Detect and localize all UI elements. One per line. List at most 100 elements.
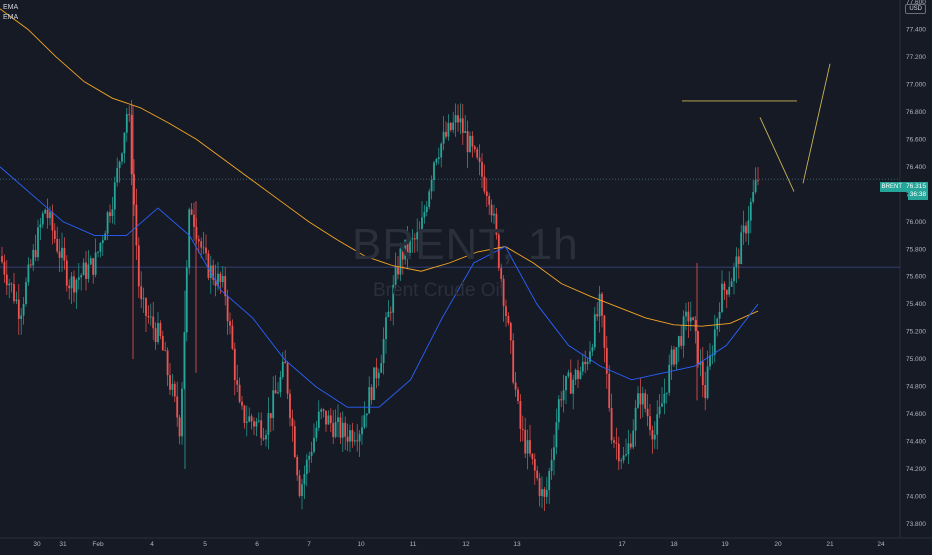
currency-button[interactable]: USD: [905, 4, 926, 14]
candle-body: [577, 370, 579, 379]
candle-body: [550, 460, 553, 471]
candle-body: [34, 249, 37, 258]
candle-body: [418, 231, 421, 233]
candle-body: [339, 417, 342, 438]
candle-body: [185, 267, 188, 333]
candle-body: [188, 209, 191, 268]
candle-body: [423, 212, 426, 218]
candle-body: [241, 401, 243, 406]
candle-body: [500, 268, 503, 279]
candle-body: [308, 455, 311, 460]
candle-body: [353, 440, 356, 442]
candle-body: [41, 213, 44, 225]
candle-body: [581, 361, 584, 372]
candle-body: [502, 278, 505, 307]
candle-body: [224, 276, 227, 297]
y-tick-label: 77.200: [906, 54, 926, 61]
candle-body: [77, 277, 80, 280]
candle-body: [615, 442, 618, 444]
y-tick-label: 74.800: [906, 384, 926, 391]
candle-body: [603, 315, 606, 348]
candle-body: [68, 285, 71, 289]
candle-body: [233, 348, 236, 381]
candle-body: [183, 332, 186, 389]
candle-body: [697, 331, 699, 365]
y-tick-label: 74.000: [906, 494, 926, 501]
candle-body: [589, 351, 591, 362]
candle-body: [392, 284, 395, 313]
candle-body: [466, 131, 469, 153]
candle-body: [433, 162, 435, 181]
candle-body: [493, 213, 495, 216]
candle-body: [579, 371, 582, 379]
candle-body: [229, 321, 231, 326]
candle-body: [61, 247, 63, 258]
candle-body: [92, 258, 95, 275]
x-tick-label: 30: [33, 541, 41, 548]
candle-body: [572, 379, 575, 394]
candle-body: [337, 417, 339, 422]
ema-indicator-label[interactable]: EMA: [3, 4, 19, 11]
candle-body: [514, 382, 517, 390]
y-tick-label: 75.200: [906, 329, 926, 336]
candle-body: [651, 429, 654, 440]
candle-body: [137, 245, 140, 287]
candle-body: [507, 315, 510, 323]
candle-body: [293, 426, 296, 457]
candle-body: [416, 232, 419, 240]
candle-body: [85, 262, 87, 279]
candle-body: [689, 317, 692, 322]
candle-body: [625, 454, 627, 456]
candle-body: [243, 405, 246, 423]
candle-body: [591, 347, 594, 352]
candle-body: [459, 118, 462, 123]
candle-body: [164, 350, 167, 352]
candle-body: [238, 384, 241, 402]
candle-body: [637, 393, 639, 408]
candle-body: [548, 470, 551, 491]
candle-body: [149, 316, 152, 318]
candle-body: [663, 393, 666, 404]
candle-body: [94, 252, 97, 275]
candle-body: [315, 427, 318, 438]
candle-body: [387, 311, 390, 318]
candle-body: [349, 430, 351, 442]
candle-body: [145, 298, 147, 316]
candle-body: [586, 361, 589, 365]
candle-body: [154, 328, 157, 343]
candle-body: [109, 212, 111, 217]
candle-body: [658, 406, 661, 415]
candle-body: [569, 372, 572, 394]
candle-body: [406, 239, 409, 253]
candle-body: [389, 311, 392, 313]
candle-body: [200, 241, 203, 248]
candle-body: [670, 349, 673, 365]
candle-body: [281, 361, 284, 378]
candle-body: [598, 293, 601, 317]
candle-body: [29, 264, 32, 266]
candle-body: [58, 251, 61, 258]
candle-body: [627, 443, 630, 455]
candle-body: [291, 418, 294, 427]
x-tick-label: 12: [462, 541, 470, 548]
candle-body: [265, 434, 267, 440]
candle-body: [27, 264, 30, 283]
candle-body: [399, 248, 402, 275]
candle-body: [454, 115, 457, 123]
candle-body: [653, 434, 656, 440]
candle-body: [260, 420, 263, 439]
symbol-tag: BRENT: [879, 182, 904, 192]
candle-body: [142, 298, 145, 300]
candle-body: [555, 422, 558, 448]
ema-indicator-label[interactable]: EMA: [3, 14, 19, 21]
candle-body: [15, 299, 18, 302]
candle-body: [701, 361, 704, 386]
candle-body: [519, 400, 522, 429]
candle-body: [219, 273, 222, 283]
y-tick-label: 77.400: [906, 26, 926, 33]
candle-body: [236, 380, 239, 385]
y-tick-label: 74.200: [906, 466, 926, 473]
candle-body: [613, 440, 615, 443]
